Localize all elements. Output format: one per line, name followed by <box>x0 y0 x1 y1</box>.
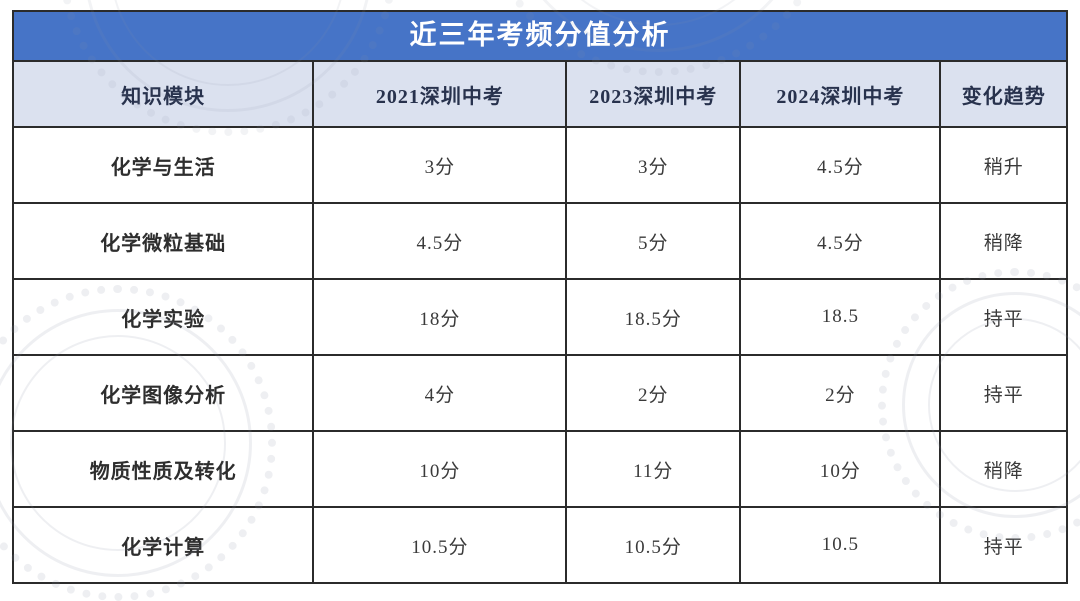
score-cell-2021: 4分 <box>312 354 568 432</box>
score-cell-2021: 3分 <box>312 126 568 204</box>
score-cell-2024: 4.5分 <box>739 126 942 204</box>
trend-cell: 稍升 <box>939 126 1068 204</box>
header-row: 知识模块 2021深圳中考 2023深圳中考 2024深圳中考 变化趋势 <box>11 60 1068 128</box>
table-row: 化学微粒基础 4.5分 5分 4.5分 稍降 <box>11 202 1068 280</box>
score-cell-2023: 11分 <box>565 430 742 508</box>
column-header-2024: 2024深圳中考 <box>739 60 942 128</box>
score-cell-2021: 4.5分 <box>312 202 568 280</box>
trend-cell: 稍降 <box>939 430 1068 508</box>
trend-cell: 持平 <box>939 278 1068 356</box>
score-cell-2021: 10.5分 <box>312 506 568 584</box>
column-header-2021: 2021深圳中考 <box>312 60 568 128</box>
score-cell-2021: 18分 <box>312 278 568 356</box>
module-cell: 化学微粒基础 <box>11 202 315 280</box>
module-cell: 化学实验 <box>11 278 315 356</box>
column-header-module: 知识模块 <box>11 60 315 128</box>
table-row: 化学图像分析 4分 2分 2分 持平 <box>11 354 1068 432</box>
table-title: 近三年考频分值分析 <box>12 10 1068 60</box>
score-cell-2023: 18.5分 <box>565 278 742 356</box>
trend-cell: 持平 <box>939 506 1068 584</box>
score-cell-2024: 2分 <box>739 354 942 432</box>
score-table: 知识模块 2021深圳中考 2023深圳中考 2024深圳中考 变化趋势 化学与… <box>11 60 1068 584</box>
trend-cell: 持平 <box>939 354 1068 432</box>
score-cell-2024: 4.5分 <box>739 202 942 280</box>
module-cell: 化学与生活 <box>11 126 315 204</box>
table-row: 化学实验 18分 18.5分 18.5 持平 <box>11 278 1068 356</box>
score-cell-2023: 5分 <box>565 202 742 280</box>
trend-cell: 稍降 <box>939 202 1068 280</box>
score-cell-2024: 10.5 <box>739 506 942 584</box>
score-cell-2023: 3分 <box>565 126 742 204</box>
score-cell-2024: 18.5 <box>739 278 942 356</box>
table-row: 化学计算 10.5分 10.5分 10.5 持平 <box>11 506 1068 584</box>
column-header-2023: 2023深圳中考 <box>565 60 742 128</box>
table-row: 物质性质及转化 10分 11分 10分 稍降 <box>11 430 1068 508</box>
module-cell: 物质性质及转化 <box>11 430 315 508</box>
page: { "colors": { "title_bg": "#4674c7", "ti… <box>0 0 1080 587</box>
score-analysis-table: 近三年考频分值分析 知识模块 2021深圳中考 2023深圳中考 2024深圳中… <box>11 10 1068 585</box>
score-cell-2023: 10.5分 <box>565 506 742 584</box>
score-cell-2021: 10分 <box>312 430 568 508</box>
module-cell: 化学图像分析 <box>11 354 315 432</box>
score-cell-2023: 2分 <box>565 354 742 432</box>
score-cell-2024: 10分 <box>739 430 942 508</box>
module-cell: 化学计算 <box>11 506 315 584</box>
column-header-trend: 变化趋势 <box>939 60 1068 128</box>
table-row: 化学与生活 3分 3分 4.5分 稍升 <box>11 126 1068 204</box>
